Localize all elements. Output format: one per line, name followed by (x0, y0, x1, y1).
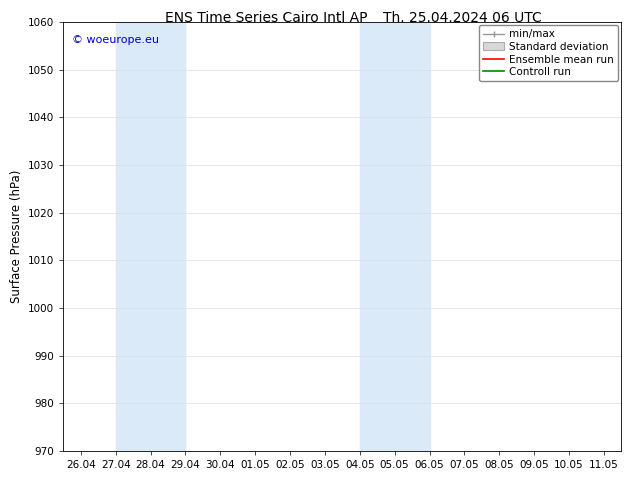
Text: © woeurope.eu: © woeurope.eu (72, 35, 158, 45)
Bar (359, 22, 429, 451)
Legend: min/max, Standard deviation, Ensemble mean run, Controll run: min/max, Standard deviation, Ensemble me… (479, 25, 618, 81)
Bar (116, 22, 185, 451)
Text: Th. 25.04.2024 06 UTC: Th. 25.04.2024 06 UTC (384, 11, 542, 25)
Y-axis label: Surface Pressure (hPa): Surface Pressure (hPa) (10, 170, 23, 303)
Text: ENS Time Series Cairo Intl AP: ENS Time Series Cairo Intl AP (165, 11, 368, 25)
